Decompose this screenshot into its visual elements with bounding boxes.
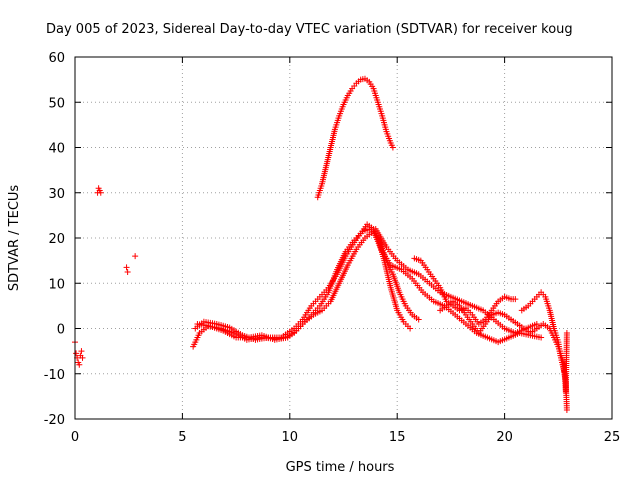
data-point [563,406,570,413]
data-point [124,268,131,275]
x-tick-label: 20 [496,430,513,445]
tick-layer: 0 5 10 15 20 25 -20 -10 0 10 20 30 40 50 60 [44,51,621,445]
y-tick-label: 30 [48,187,65,202]
data-point [78,348,85,355]
data-point [79,354,86,361]
series-track-g [518,289,570,395]
x-tick-label: 15 [389,430,406,445]
series-layer [72,75,570,413]
data-point [97,189,104,196]
y-tick-label: 60 [48,51,65,66]
data-point [407,325,414,332]
x-tick-label: 5 [178,430,186,445]
series-track-c [194,228,545,346]
data-point [123,264,130,271]
data-point [132,253,139,260]
y-tick-label: 20 [48,232,65,247]
series-track-b [192,221,422,343]
y-tick-label: 0 [57,323,65,338]
data-point [76,361,83,368]
y-tick-label: 40 [48,142,65,157]
series-isolated-early [72,185,139,368]
y-axis-label: SDTVAR / TECUs [7,185,22,292]
series-arc-high [314,75,396,201]
y-tick-label: 50 [48,96,65,111]
data-point [389,144,396,151]
x-axis-label: GPS time / hours [286,460,395,475]
x-tick-label: 25 [604,430,621,445]
data-point [538,334,545,341]
x-tick-label: 0 [71,430,79,445]
y-tick-label: 10 [48,277,65,292]
data-point [512,296,519,303]
y-tick-label: -20 [44,413,65,428]
chart-title: Day 005 of 2023, Sidereal Day-to-day VTE… [46,22,573,37]
data-point [73,350,80,357]
data-point [563,330,570,337]
x-tick-label: 10 [282,430,299,445]
data-point [415,316,422,323]
series-track-d [372,225,540,337]
y-tick-label: -10 [44,368,65,383]
series-track-e [411,255,519,327]
